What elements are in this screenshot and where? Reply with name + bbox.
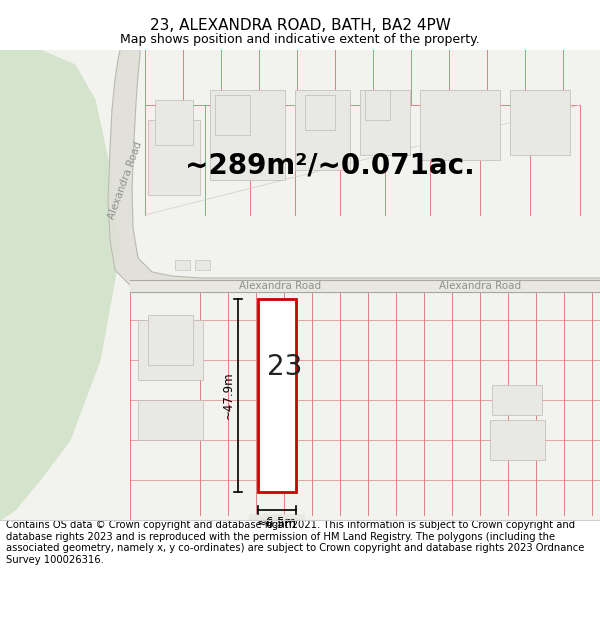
Bar (148, 315, 193, 365)
Bar (148, 120, 200, 195)
Text: 23: 23 (268, 352, 302, 381)
Text: ~6.5m: ~6.5m (257, 518, 297, 531)
Bar (365, 90, 390, 120)
Text: Map shows position and indicative extent of the property.: Map shows position and indicative extent… (120, 33, 480, 46)
Bar (138, 320, 203, 380)
Bar (490, 420, 545, 460)
Bar (420, 90, 500, 160)
Bar (305, 95, 335, 130)
Polygon shape (0, 50, 38, 520)
Text: ~6.5m: ~6.5m (257, 516, 297, 529)
Bar (360, 90, 410, 155)
Text: Contains OS data © Crown copyright and database right 2021. This information is : Contains OS data © Crown copyright and d… (6, 520, 584, 565)
Text: ~47.9m: ~47.9m (221, 372, 235, 419)
Bar (175, 260, 190, 270)
Text: 23, ALEXANDRA ROAD, BATH, BA2 4PW: 23, ALEXANDRA ROAD, BATH, BA2 4PW (149, 18, 451, 32)
Polygon shape (0, 50, 120, 520)
Bar (195, 260, 210, 270)
Polygon shape (130, 280, 600, 292)
Polygon shape (108, 50, 600, 290)
Bar (155, 100, 193, 145)
Bar (492, 385, 542, 415)
Bar (258, 299, 296, 492)
Bar (210, 90, 285, 180)
Bar (215, 95, 250, 135)
Text: Alexandra Road: Alexandra Road (239, 281, 321, 291)
Bar (510, 90, 570, 155)
Text: ~289m²/~0.071ac.: ~289m²/~0.071ac. (185, 151, 475, 179)
Text: Alexandra Road: Alexandra Road (439, 281, 521, 291)
Bar (295, 90, 350, 170)
FancyBboxPatch shape (249, 514, 305, 532)
Text: Alexandra Road: Alexandra Road (106, 140, 144, 220)
Bar (138, 400, 203, 440)
